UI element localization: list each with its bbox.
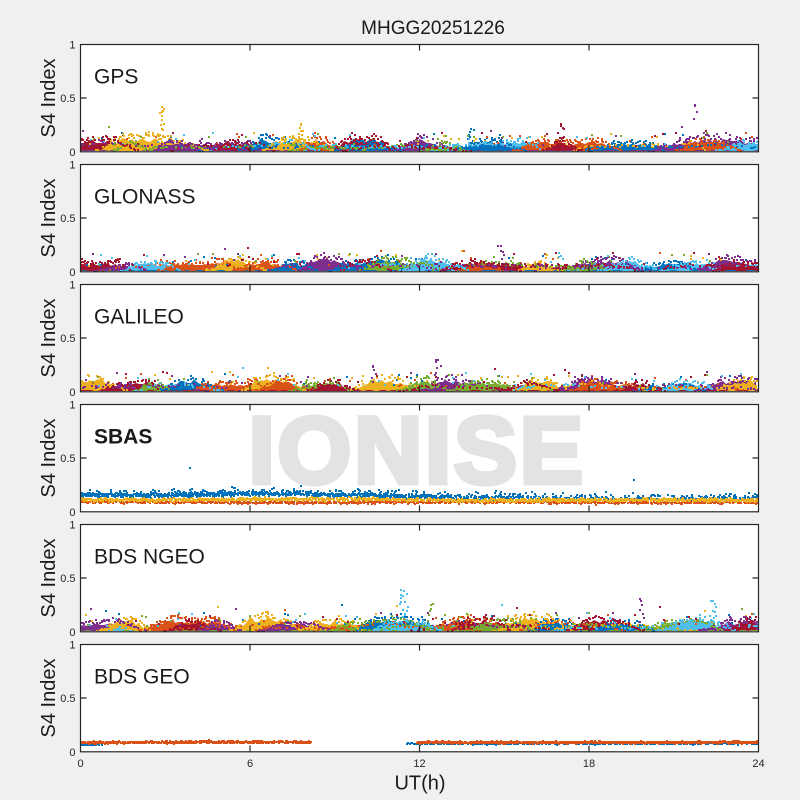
svg-text:SBAS: SBAS	[94, 426, 152, 449]
svg-text:GALILEO: GALILEO	[94, 306, 184, 329]
svg-text:12: 12	[413, 758, 425, 770]
svg-text:6: 6	[247, 758, 253, 770]
svg-text:IONISE: IONISE	[248, 398, 585, 504]
svg-text:0.5: 0.5	[60, 573, 75, 585]
svg-text:0.5: 0.5	[60, 213, 75, 225]
svg-text:0: 0	[69, 627, 75, 639]
svg-text:0: 0	[69, 267, 75, 279]
svg-text:0.5: 0.5	[60, 453, 75, 465]
svg-text:GPS: GPS	[94, 66, 138, 89]
svg-text:1: 1	[69, 400, 75, 412]
svg-text:S4 Index: S4 Index	[38, 419, 60, 498]
svg-text:S4 Index: S4 Index	[38, 179, 60, 258]
svg-text:18: 18	[583, 758, 595, 770]
svg-text:0.5: 0.5	[60, 693, 75, 705]
svg-text:S4 Index: S4 Index	[38, 299, 60, 378]
svg-text:S4 Index: S4 Index	[38, 539, 60, 618]
svg-text:0.5: 0.5	[60, 333, 75, 345]
svg-text:BDS NGEO: BDS NGEO	[94, 546, 205, 569]
svg-text:0: 0	[69, 387, 75, 399]
svg-text:MHGG20251226: MHGG20251226	[361, 18, 505, 39]
svg-text:0: 0	[69, 747, 75, 759]
svg-text:GLONASS: GLONASS	[94, 186, 196, 209]
svg-text:0: 0	[69, 507, 75, 519]
svg-text:BDS GEO: BDS GEO	[94, 666, 190, 689]
svg-text:24: 24	[752, 758, 764, 770]
svg-text:1: 1	[69, 40, 75, 52]
svg-text:1: 1	[69, 520, 75, 532]
svg-text:0: 0	[69, 147, 75, 159]
svg-text:1: 1	[69, 640, 75, 652]
svg-text:1: 1	[69, 160, 75, 172]
svg-text:0.5: 0.5	[60, 93, 75, 105]
svg-text:0: 0	[77, 758, 83, 770]
svg-text:S4 Index: S4 Index	[38, 659, 60, 738]
svg-text:1: 1	[69, 280, 75, 292]
svg-text:S4 Index: S4 Index	[38, 59, 60, 138]
svg-text:UT(h): UT(h)	[394, 773, 445, 795]
